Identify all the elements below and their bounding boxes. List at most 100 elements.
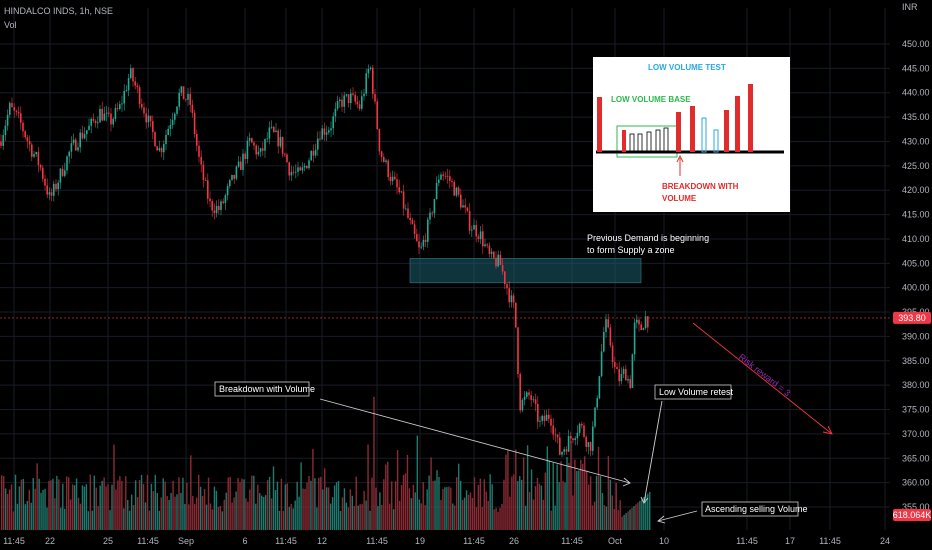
candle xyxy=(288,161,290,181)
candle xyxy=(400,191,403,194)
candle xyxy=(556,434,559,444)
candle xyxy=(550,414,552,433)
volume-bar xyxy=(623,514,625,530)
volume-bar xyxy=(209,503,212,530)
candle xyxy=(534,393,537,412)
candle xyxy=(156,145,158,151)
volume-bar xyxy=(353,505,355,530)
volume-bar xyxy=(284,484,287,530)
volume-bar xyxy=(481,507,484,530)
volume-bar xyxy=(625,513,627,530)
volume-bar xyxy=(245,498,247,530)
volume-bar xyxy=(129,510,131,530)
volume-bar xyxy=(355,476,357,530)
candle xyxy=(378,128,381,156)
volume-bar xyxy=(526,445,529,530)
candle xyxy=(17,106,20,119)
volume-bar xyxy=(329,503,332,530)
volume-bar xyxy=(392,509,395,530)
volume-bar xyxy=(554,505,556,530)
volume-bar xyxy=(568,462,570,530)
candle xyxy=(394,171,396,181)
candle xyxy=(523,390,526,406)
volume-bar xyxy=(519,476,521,530)
demand-note-line-1: Previous Demand is beginning xyxy=(587,233,709,243)
volume-bar xyxy=(574,459,576,530)
candle xyxy=(83,127,86,140)
volume-bar xyxy=(282,510,285,530)
inset-bar xyxy=(655,129,661,153)
price-tick-label: 410.00 xyxy=(902,234,930,244)
candle xyxy=(559,432,561,456)
candle xyxy=(281,136,284,158)
candle xyxy=(244,151,246,165)
candle xyxy=(86,130,88,142)
candle xyxy=(462,199,464,208)
candle xyxy=(457,185,460,197)
volume-bar xyxy=(457,463,460,530)
volume-bar xyxy=(424,505,426,530)
candle xyxy=(185,98,187,102)
candle xyxy=(116,102,119,112)
volume-bar xyxy=(454,505,456,530)
candle xyxy=(644,311,647,330)
volume-bar xyxy=(471,497,474,530)
volume-bar xyxy=(87,511,90,530)
volume-bar xyxy=(534,486,537,530)
candle xyxy=(123,84,125,111)
volume-bar xyxy=(550,510,552,530)
volume-bar xyxy=(635,504,637,530)
volume-bar xyxy=(113,444,115,530)
price-tick-label: 360.00 xyxy=(902,478,930,488)
inset-bar xyxy=(676,112,681,152)
candle xyxy=(642,327,645,331)
candle xyxy=(207,173,209,205)
candle xyxy=(567,429,570,453)
candle xyxy=(374,88,376,105)
candle xyxy=(473,218,475,230)
candle xyxy=(253,140,255,151)
symbol-line: HINDALCO INDS, 1h, NSE xyxy=(4,6,113,16)
candle xyxy=(543,409,546,427)
ascending-arrowhead xyxy=(657,515,666,524)
candle xyxy=(312,144,315,163)
last-price-badge xyxy=(893,311,931,324)
candle xyxy=(530,390,532,407)
candle xyxy=(46,178,48,199)
volume-bar xyxy=(164,481,166,530)
candle xyxy=(213,203,216,220)
volume-bar xyxy=(121,480,123,530)
volume-bar xyxy=(647,493,649,530)
candle xyxy=(79,128,81,153)
candle xyxy=(633,318,636,361)
candle xyxy=(512,293,515,308)
candle xyxy=(297,161,299,177)
candle xyxy=(519,372,521,414)
breakdown-arrowhead xyxy=(622,477,631,487)
volume-bar xyxy=(217,506,220,530)
time-tick-label: 6 xyxy=(242,536,247,546)
volume-bar xyxy=(536,478,539,530)
volume-bar xyxy=(633,506,635,530)
volume-bar xyxy=(621,516,623,530)
candle xyxy=(589,441,592,457)
candle xyxy=(112,117,114,128)
candle xyxy=(594,407,596,429)
candle xyxy=(160,146,163,158)
volume-bar xyxy=(205,504,208,530)
volume-bar xyxy=(402,474,405,530)
volume-bar xyxy=(597,446,600,530)
candle xyxy=(90,117,92,134)
candle xyxy=(158,140,161,153)
volume-bar xyxy=(369,510,371,530)
candle xyxy=(435,176,438,200)
time-axis[interactable]: 11:45 22 25 11:45 Sep 6 11:45 12 11:45 19 11:45 26 1… xyxy=(3,536,890,546)
volume-bar xyxy=(117,480,119,530)
volume-bar xyxy=(36,463,38,530)
volume-bar xyxy=(489,474,491,530)
candle xyxy=(508,281,510,308)
candle xyxy=(499,250,502,266)
candle xyxy=(196,129,198,152)
candle xyxy=(295,164,297,179)
